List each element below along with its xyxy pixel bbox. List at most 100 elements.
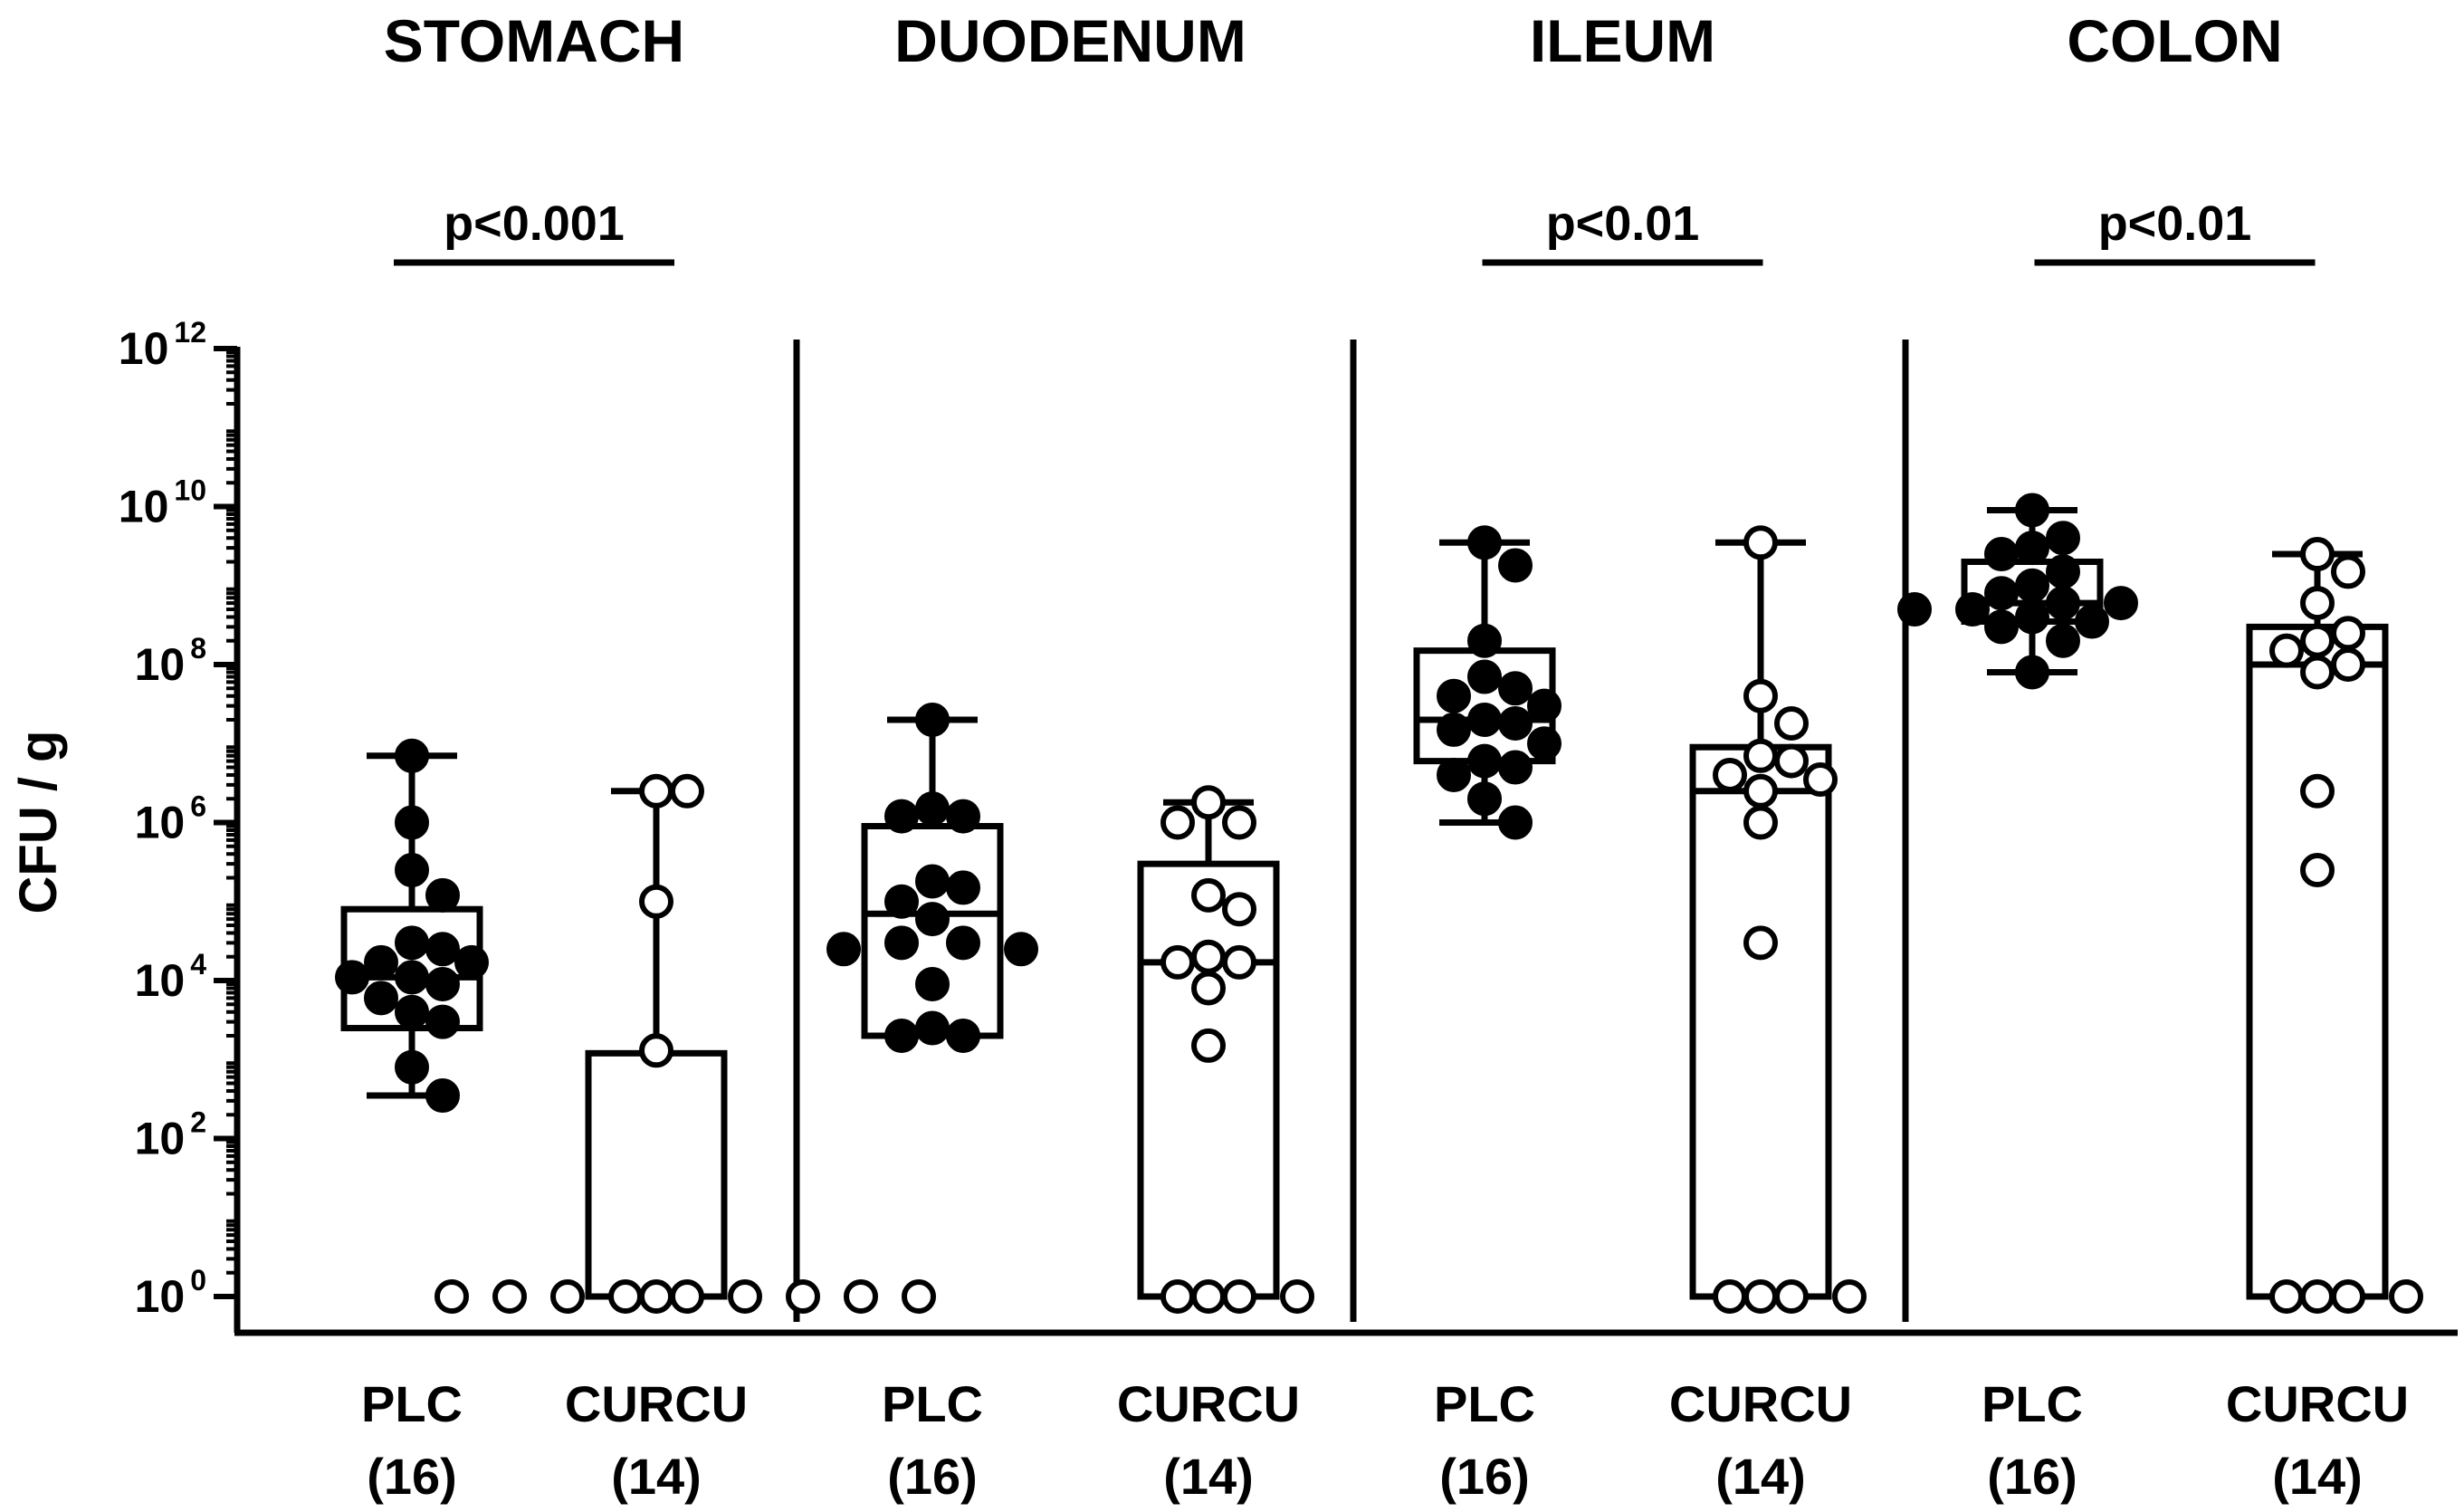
data-point [2300, 1279, 2335, 1314]
data-point [2331, 616, 2365, 651]
data-point [1191, 1279, 1226, 1314]
data-point [1222, 1279, 1256, 1314]
y-axis-label: CFU / g [9, 731, 68, 914]
data-point [2331, 554, 2365, 589]
data-point [425, 932, 460, 967]
data-point [1222, 892, 1256, 927]
data-point [425, 877, 460, 913]
data-point [946, 799, 980, 834]
y-tick-label: 10 0 [135, 1264, 206, 1322]
data-point [2015, 599, 2049, 635]
data-point [826, 932, 861, 967]
data-point [395, 853, 429, 888]
data-point [946, 925, 980, 961]
data-point [639, 1033, 673, 1068]
group-label: PLC [1434, 1375, 1535, 1432]
data-point [1191, 939, 1226, 974]
data-point [1984, 537, 2019, 572]
category-labels: PLC (16) CURCU (14) PLC (16) CURCU (14) PLC (16) C… [361, 1375, 2409, 1505]
data-point [1467, 623, 1502, 658]
data-point [884, 1018, 919, 1053]
data-point [2300, 773, 2335, 809]
data-point [1832, 1279, 1867, 1314]
data-point [1222, 805, 1256, 840]
group-label: CURCU [1117, 1375, 1300, 1432]
section-title: STOMACH [384, 7, 684, 74]
data-point [2046, 554, 2080, 589]
data-point [2331, 647, 2365, 682]
y-tick-label: 10 6 [135, 790, 206, 848]
data-point [1774, 1279, 1809, 1314]
group-n-label: (16) [1987, 1448, 2077, 1505]
data-point [1498, 750, 1533, 785]
group-label: PLC [361, 1375, 463, 1432]
data-point [786, 1279, 820, 1314]
data-point [1743, 738, 1778, 773]
group-label: CURCU [2226, 1375, 2409, 1432]
data-point [2300, 537, 2335, 572]
data-point [884, 925, 919, 961]
data-point [1467, 702, 1502, 737]
box-iqr [2246, 623, 2389, 1300]
data-point [1774, 743, 1809, 779]
data-point [902, 1279, 936, 1314]
data-point [728, 1279, 762, 1314]
data-point [1713, 757, 1747, 792]
data-point [2269, 633, 2304, 668]
data-point [1467, 659, 1502, 694]
group-n-label: (14) [1715, 1448, 1806, 1505]
data-point [1743, 805, 1778, 840]
data-point [1498, 548, 1533, 583]
data-point [395, 925, 429, 961]
data-point [1984, 576, 2019, 611]
group-n-label: (16) [887, 1448, 978, 1505]
data-point [1527, 726, 1561, 761]
data-point [425, 966, 460, 1001]
data-point [915, 864, 950, 899]
data-point [1160, 805, 1195, 840]
data-point [425, 1004, 460, 1039]
data-point [1984, 609, 2019, 645]
data-point [395, 738, 429, 773]
data-point [395, 805, 429, 840]
data-point [1743, 678, 1778, 713]
group-n-label: (14) [2272, 1448, 2363, 1505]
group-label: PLC [882, 1375, 983, 1432]
data-point [1527, 688, 1561, 723]
group-n-label: (14) [611, 1448, 702, 1505]
p-value-label: p<0.01 [2098, 196, 2252, 251]
data-point [1222, 944, 1256, 980]
data-point [915, 1010, 950, 1046]
y-tick-label: 10 2 [135, 1106, 206, 1164]
data-point [2015, 531, 2049, 566]
data-point [395, 994, 429, 1029]
p-value-label: p<0.01 [1546, 196, 1700, 251]
y-tick-label: 10 8 [135, 632, 206, 690]
data-point [2046, 623, 2080, 658]
data-point [1743, 525, 1778, 560]
data-point [2300, 623, 2335, 658]
data-point [492, 1279, 527, 1314]
section-title: ILEUM [1530, 7, 1715, 74]
data-point [670, 773, 704, 809]
data-point [2015, 568, 2049, 603]
y-tick-label: 10 10 [119, 474, 206, 532]
p-value-label: p<0.001 [444, 196, 625, 251]
box-iqr [585, 1049, 728, 1300]
data-point [335, 960, 369, 995]
data-point [2046, 586, 2080, 621]
data-point [639, 884, 673, 919]
data-point [946, 870, 980, 905]
data-point [1803, 762, 1838, 798]
data-point [364, 944, 398, 980]
data-point [1713, 1279, 1747, 1314]
group-label: CURCU [565, 1375, 748, 1432]
data-point [915, 902, 950, 937]
data-point [1191, 785, 1226, 820]
data-point [1437, 712, 1471, 747]
data-point [2269, 1279, 2304, 1314]
data-point [1743, 773, 1778, 809]
data-point [608, 1279, 643, 1314]
